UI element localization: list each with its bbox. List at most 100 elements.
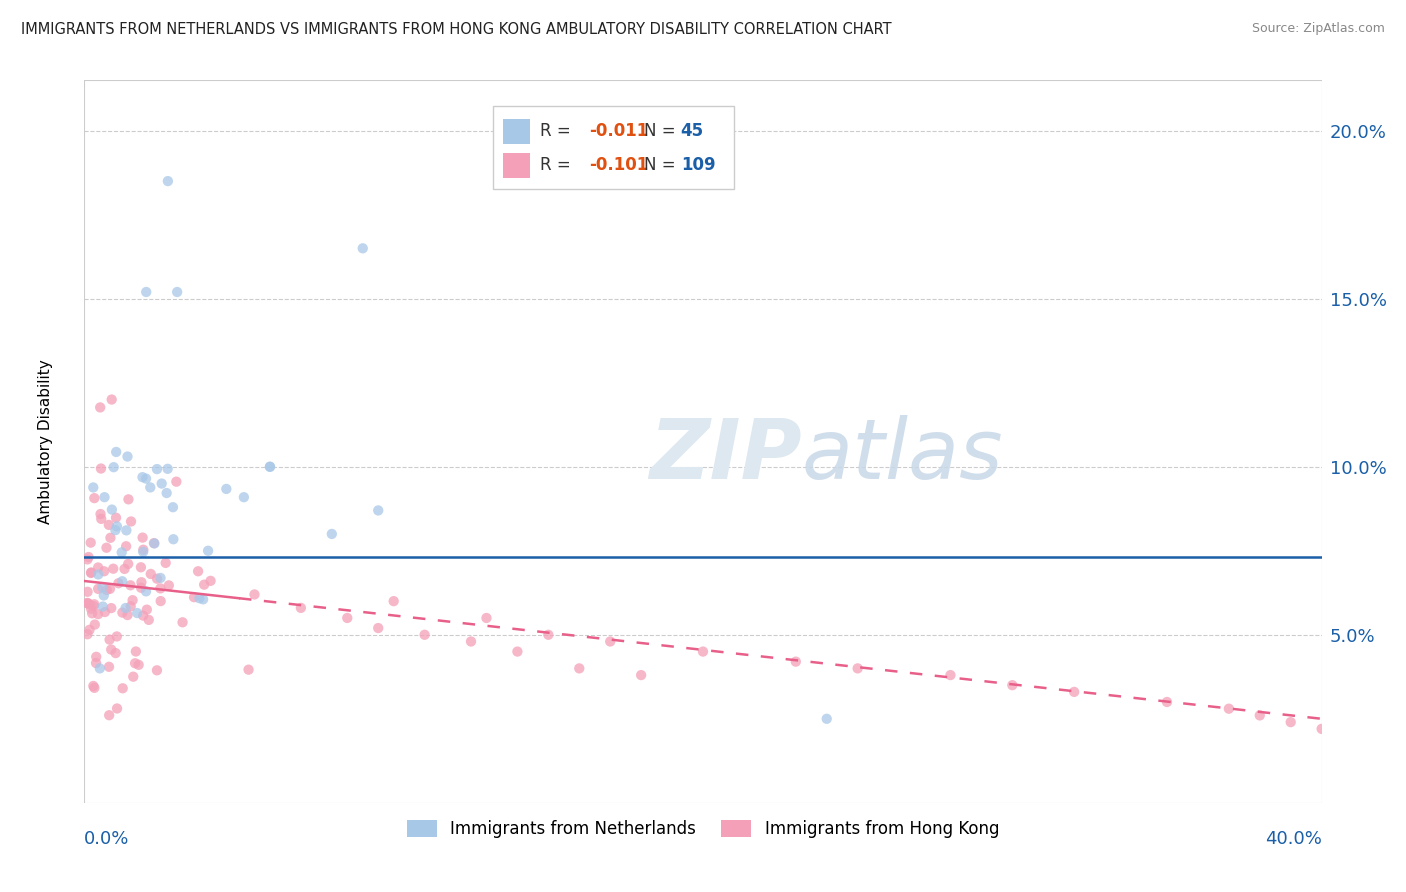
Point — [146, 663, 169, 677]
Point — [1001, 678, 1024, 692]
Point — [115, 524, 138, 538]
Point — [117, 492, 139, 507]
Point — [188, 591, 211, 606]
Point — [87, 582, 110, 596]
Point — [135, 285, 157, 299]
Point — [149, 582, 172, 596]
Point — [150, 476, 173, 491]
Point — [139, 480, 162, 494]
Point — [80, 566, 103, 580]
Point — [537, 628, 560, 642]
Point — [475, 611, 498, 625]
Point — [129, 581, 152, 595]
Point — [98, 708, 121, 723]
Point — [149, 571, 172, 585]
Point — [156, 174, 179, 188]
Point — [156, 486, 179, 500]
Point — [243, 587, 266, 601]
Point — [132, 608, 155, 623]
Text: R =: R = — [540, 156, 575, 174]
Point — [193, 577, 215, 591]
Point — [97, 517, 120, 532]
Point — [1249, 708, 1271, 723]
Point — [127, 606, 149, 620]
Point — [89, 661, 111, 675]
Point — [94, 605, 117, 619]
Point — [149, 594, 172, 608]
Point — [568, 661, 591, 675]
Point — [336, 611, 359, 625]
Point — [105, 510, 128, 524]
Point — [122, 670, 145, 684]
Legend: Immigrants from Netherlands, Immigrants from Hong Kong: Immigrants from Netherlands, Immigrants … — [401, 814, 1005, 845]
Point — [846, 661, 869, 675]
Point — [111, 606, 134, 620]
Point — [101, 502, 124, 516]
Point — [83, 599, 105, 613]
Point — [692, 644, 714, 658]
Point — [76, 596, 98, 610]
Point — [352, 241, 374, 255]
FancyBboxPatch shape — [492, 105, 734, 189]
Point — [121, 593, 143, 607]
Point — [785, 655, 807, 669]
Point — [89, 401, 111, 415]
Point — [460, 634, 482, 648]
Text: -0.011: -0.011 — [589, 122, 648, 140]
Point — [146, 462, 169, 476]
Point — [124, 657, 146, 671]
Point — [90, 507, 112, 521]
Point — [939, 668, 962, 682]
Text: IMMIGRANTS FROM NETHERLANDS VS IMMIGRANTS FROM HONG KONG AMBULATORY DISABILITY C: IMMIGRANTS FROM NETHERLANDS VS IMMIGRANT… — [21, 22, 891, 37]
Bar — [502, 153, 530, 178]
Point — [96, 541, 118, 555]
Point — [105, 629, 128, 643]
Point — [630, 668, 652, 682]
Bar — [502, 119, 530, 144]
Point — [93, 564, 115, 578]
Point — [98, 632, 121, 647]
Point — [93, 589, 115, 603]
Point — [111, 545, 134, 559]
Point — [105, 445, 128, 459]
Point — [100, 601, 122, 615]
Point — [131, 531, 153, 545]
Point — [200, 574, 222, 588]
Point — [1063, 685, 1085, 699]
Point — [142, 536, 165, 550]
Point — [125, 644, 148, 658]
Point — [1218, 702, 1240, 716]
Point — [232, 490, 254, 504]
Point — [1279, 715, 1302, 730]
Point — [187, 564, 209, 578]
Point — [90, 461, 112, 475]
Point — [1310, 722, 1333, 736]
Point — [77, 549, 100, 564]
Point — [105, 701, 128, 715]
Point — [156, 462, 179, 476]
Point — [599, 634, 621, 648]
Point — [259, 459, 281, 474]
Point — [131, 575, 153, 590]
Point — [157, 578, 180, 592]
Point — [135, 584, 157, 599]
Point — [104, 646, 127, 660]
Point — [290, 600, 312, 615]
Point — [103, 460, 125, 475]
Point — [84, 656, 107, 670]
Point — [162, 533, 184, 547]
Point — [117, 608, 139, 623]
Point — [120, 578, 142, 592]
Point — [114, 601, 136, 615]
Point — [83, 491, 105, 505]
Point — [117, 450, 139, 464]
Text: 45: 45 — [681, 122, 704, 140]
Point — [132, 545, 155, 559]
Point — [128, 657, 150, 672]
Point — [105, 519, 128, 533]
Point — [165, 475, 187, 489]
Point — [162, 500, 184, 515]
Point — [183, 590, 205, 604]
Point — [107, 576, 129, 591]
Point — [139, 566, 162, 581]
